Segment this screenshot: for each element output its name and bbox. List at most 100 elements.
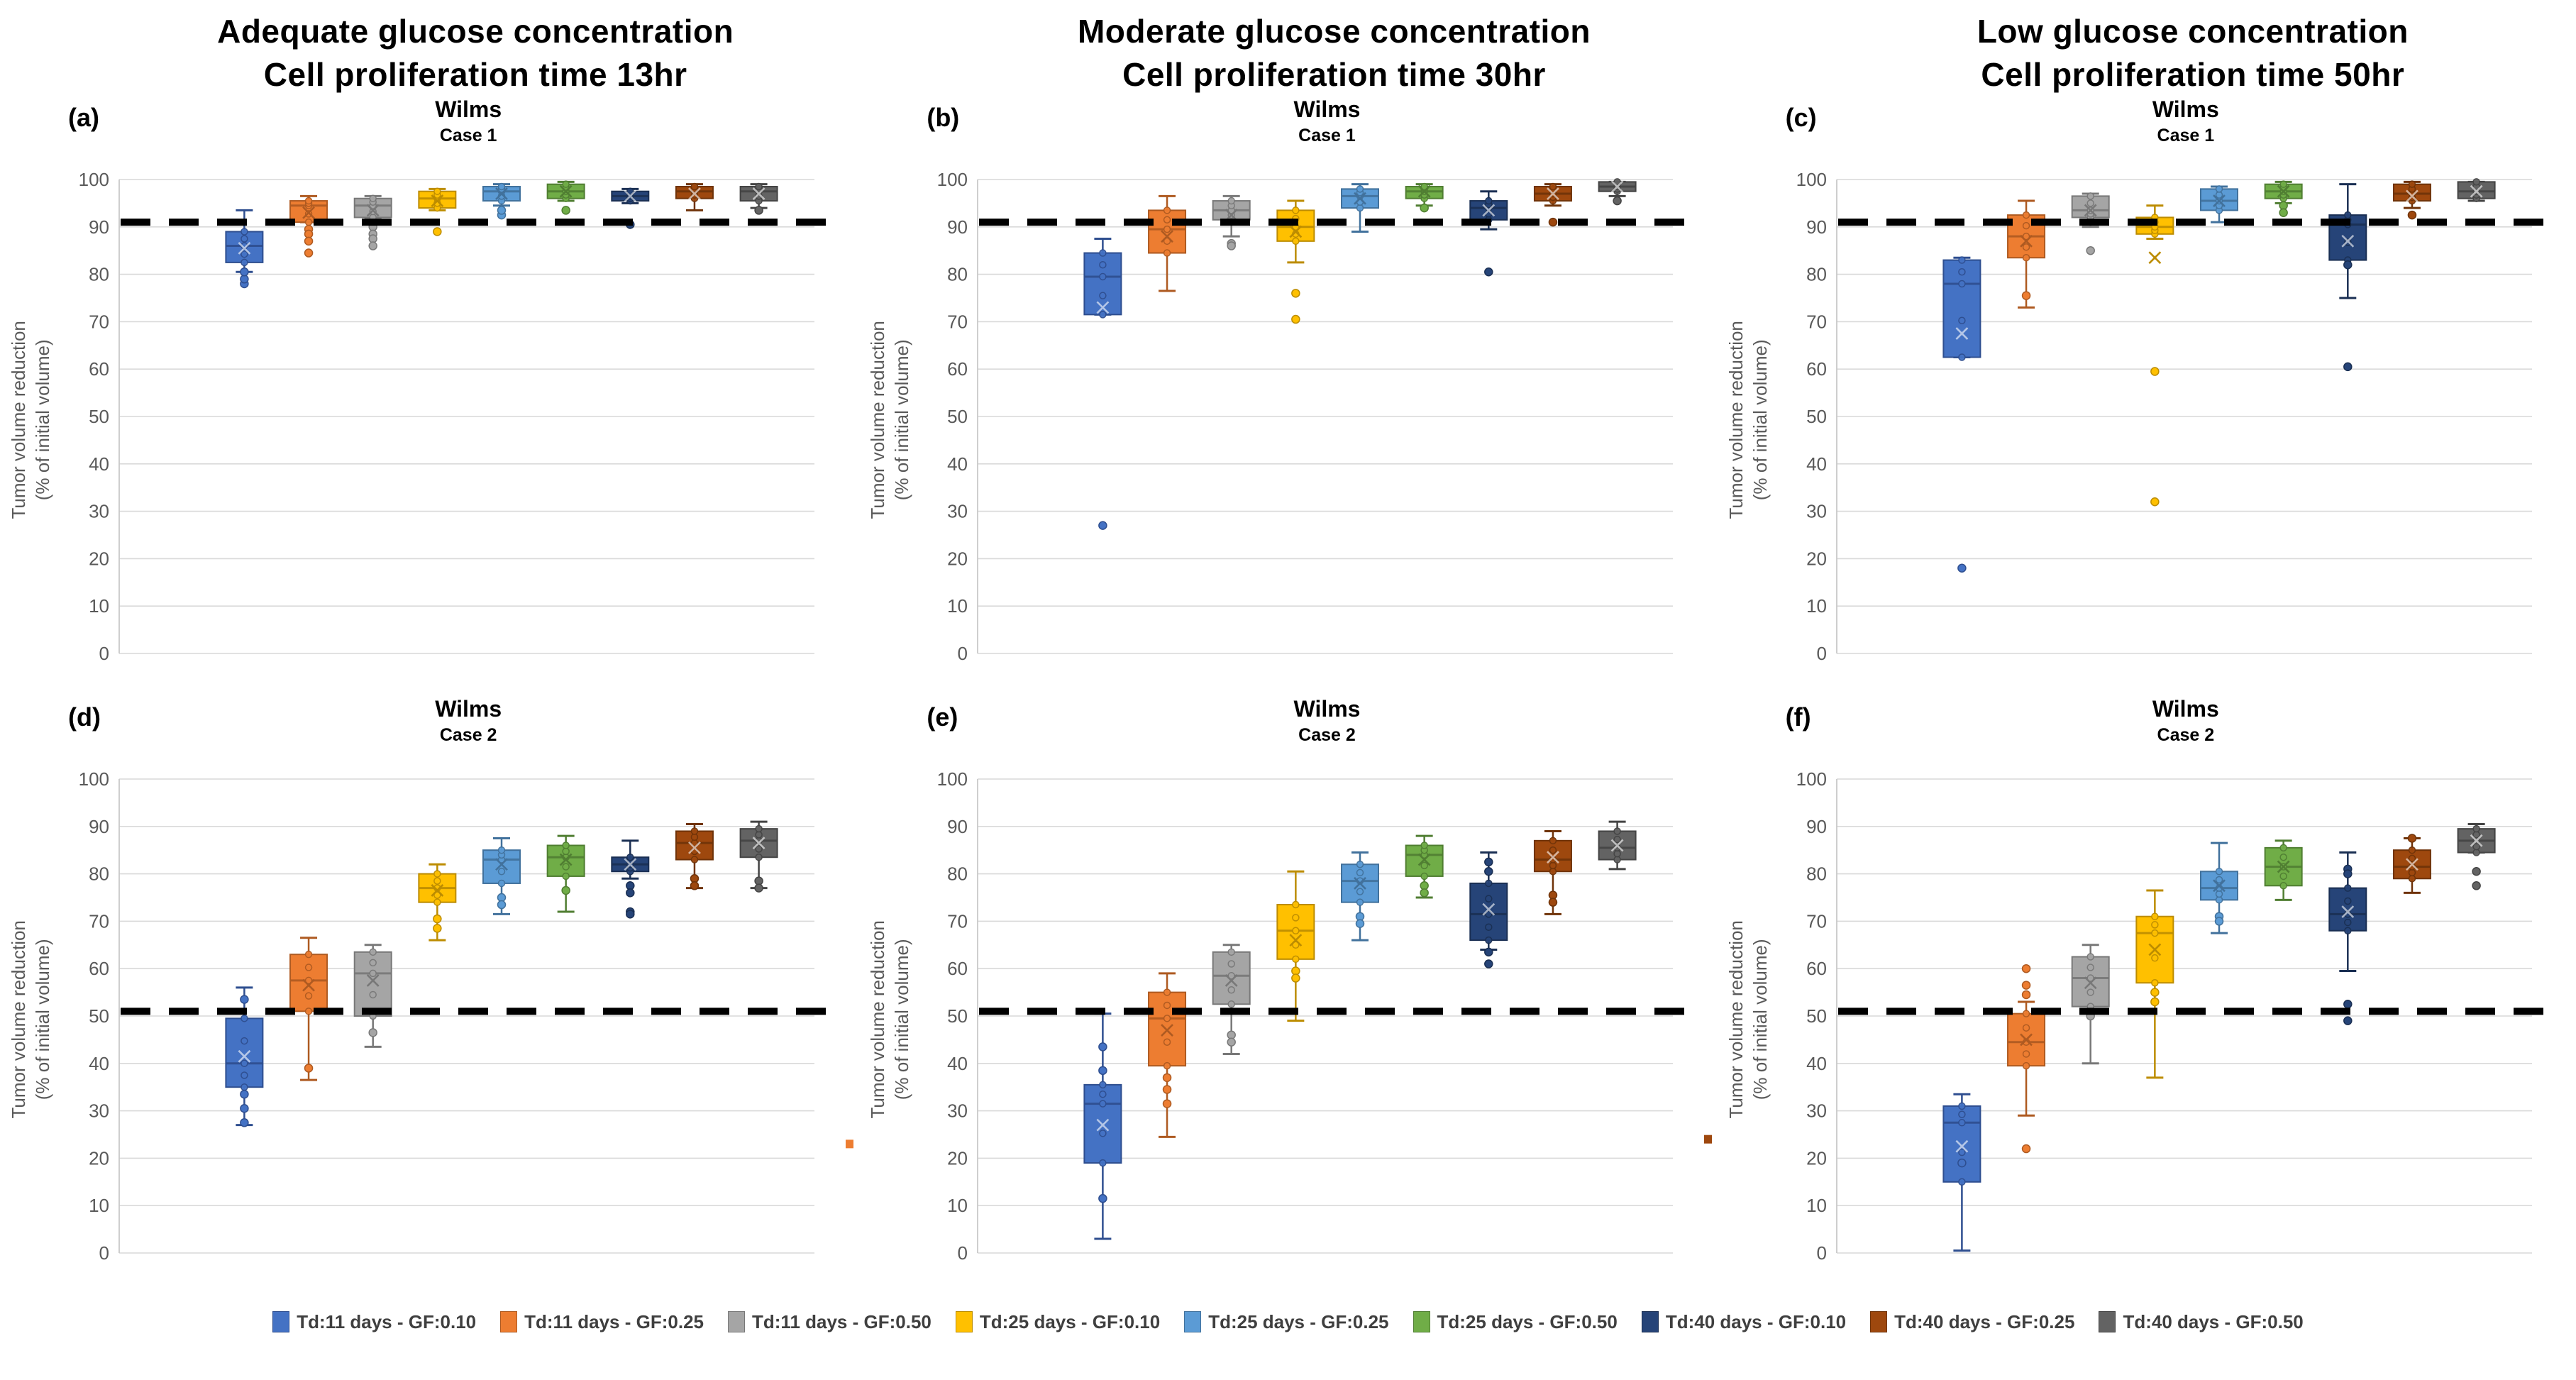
svg-text:30: 30 — [1806, 1100, 1827, 1122]
box-series-td-11-days-gf-0-50 — [2071, 944, 2110, 1065]
svg-text:80: 80 — [89, 264, 109, 285]
svg-text:0: 0 — [99, 643, 109, 664]
column-header-line1: Low glucose concentration — [1977, 13, 2409, 50]
y-axis-title-line2: (% of initial volume) — [890, 339, 912, 500]
legend-item-td25-gf010: Td:25 days - GF:0.10 — [955, 1311, 1160, 1333]
svg-text:100: 100 — [1796, 768, 1826, 790]
boxplot-chart-a: 0 10 20 30 40 50 60 70 80 90 100 — [79, 169, 837, 664]
legend-item-td11-gf025: Td:11 days - GF:0.25 — [500, 1311, 704, 1333]
svg-text:60: 60 — [947, 359, 968, 380]
svg-text:10: 10 — [947, 596, 968, 617]
svg-text:70: 70 — [89, 311, 109, 333]
svg-text:40: 40 — [947, 1053, 968, 1074]
box-series-td-11-days-gf-0-10 — [1942, 1093, 1981, 1252]
svg-text:40: 40 — [947, 453, 968, 475]
svg-text:90: 90 — [89, 816, 109, 837]
panel-f: (f) Wilms Case 2 Tumor volume reduction … — [1718, 695, 2576, 1295]
box-series-td-40-days-gf-0-50 — [739, 183, 778, 216]
svg-text:10: 10 — [89, 596, 109, 617]
legend-item-td40-gf010: Td:40 days - GF:0.10 — [1641, 1311, 1846, 1333]
box-series-td-25-days-gf-0-25 — [1341, 851, 1380, 942]
y-axis-title-line2: (% of initial volume) — [32, 339, 53, 500]
svg-text:50: 50 — [947, 1005, 968, 1027]
svg-text:20: 20 — [89, 1148, 109, 1169]
svg-text:10: 10 — [1806, 1196, 1827, 1217]
boxplot-chart-b: 0 10 20 30 40 50 60 70 80 90 100 — [937, 169, 1696, 664]
box-series-td-11-days-gf-0-25 — [2006, 964, 2045, 1154]
svg-text:70: 70 — [947, 311, 968, 333]
box-series-td-11-days-gf-0-25 — [1148, 972, 1187, 1139]
svg-text:100: 100 — [79, 768, 109, 790]
chart-subtitle: Case 1 — [439, 125, 497, 145]
y-axis-title-line1: Tumor volume reduction — [8, 920, 30, 1119]
panel-b: (b) Wilms Case 1 Tumor volume reduction … — [858, 96, 1717, 695]
box-series-td-40-days-gf-0-10 — [1469, 851, 1508, 969]
svg-text:10: 10 — [947, 1196, 968, 1217]
chart-title: Wilms — [2152, 96, 2219, 123]
column-header-moderate: Moderate glucose concentration Cell prol… — [858, 10, 1717, 96]
panel-d: (d) Wilms Case 2 Tumor volume reduction … — [0, 695, 858, 1295]
box-series-td-11-days-gf-0-50 — [2071, 192, 2110, 255]
box-series-td-11-days-gf-0-10 — [225, 986, 264, 1127]
y-axis-title-line1: Tumor volume reduction — [1725, 920, 1747, 1119]
legend-swatch-icon — [1641, 1311, 1659, 1333]
panel-a: (a) Wilms Case 1 Tumor volume reduction … — [0, 96, 858, 695]
stray-outlier-marker — [1704, 1135, 1713, 1144]
box-series-td-11-days-gf-0-10 — [1942, 256, 1981, 573]
box-series-td-25-days-gf-0-10 — [2135, 889, 2174, 1079]
chart-subtitle: Case 1 — [1298, 125, 1356, 145]
y-axis-title: Tumor volume reduction (% of initial vol… — [0, 766, 62, 1271]
y-axis-title-line1: Tumor volume reduction — [8, 320, 30, 519]
box-series-td-25-days-gf-0-25 — [1341, 183, 1380, 233]
legend-swatch-icon — [2099, 1311, 2116, 1333]
panel-label-a: (a) — [68, 103, 99, 133]
svg-text:20: 20 — [1806, 1148, 1827, 1169]
column-header-line1: Moderate glucose concentration — [1077, 13, 1591, 50]
svg-text:30: 30 — [947, 501, 968, 522]
legend-swatch-icon — [1870, 1311, 1888, 1333]
svg-text:50: 50 — [1806, 406, 1827, 427]
svg-text:70: 70 — [947, 911, 968, 932]
box-series-td-25-days-gf-0-50 — [1405, 183, 1444, 213]
box-series-td-25-days-gf-0-50 — [2264, 839, 2303, 902]
svg-text:100: 100 — [79, 169, 109, 190]
svg-text:60: 60 — [947, 959, 968, 980]
svg-text:0: 0 — [958, 643, 968, 664]
box-series-td-25-days-gf-0-10 — [2135, 204, 2174, 507]
stray-outlier-marker — [846, 1139, 853, 1149]
y-axis-title: Tumor volume reduction (% of initial vol… — [858, 167, 921, 672]
legend-item-td40-gf025: Td:40 days - GF:0.25 — [1870, 1311, 2074, 1333]
box-series-td-40-days-gf-0-10 — [2328, 851, 2367, 1026]
boxplot-chart-c: 0 10 20 30 40 50 60 70 80 90 100 — [1796, 169, 2555, 664]
legend-swatch-icon — [500, 1311, 518, 1333]
svg-text:80: 80 — [1806, 264, 1827, 285]
box-series-td-40-days-gf-0-50 — [2457, 823, 2496, 890]
svg-text:30: 30 — [1806, 501, 1827, 522]
svg-text:20: 20 — [1806, 548, 1827, 570]
legend-swatch-icon — [272, 1311, 290, 1333]
svg-text:60: 60 — [1806, 359, 1827, 380]
svg-text:80: 80 — [1806, 863, 1827, 885]
svg-text:40: 40 — [89, 453, 109, 475]
chart-title: Wilms — [435, 96, 502, 123]
svg-text:60: 60 — [89, 359, 109, 380]
svg-text:50: 50 — [89, 1005, 109, 1027]
svg-text:30: 30 — [947, 1100, 968, 1122]
svg-text:80: 80 — [947, 863, 968, 885]
box-series-td-25-days-gf-0-10 — [1276, 871, 1315, 1022]
box-series-td-11-days-gf-0-25 — [2006, 199, 2045, 309]
chart-title: Wilms — [435, 696, 502, 722]
legend-item-td25-gf050: Td:25 days - GF:0.50 — [1413, 1311, 1618, 1333]
box-series-td-25-days-gf-0-25 — [482, 183, 521, 220]
y-axis-title: Tumor volume reduction (% of initial vol… — [1718, 766, 1780, 1271]
svg-text:90: 90 — [947, 816, 968, 837]
svg-text:0: 0 — [99, 1242, 109, 1264]
box-series-td-11-days-gf-0-25 — [289, 937, 328, 1082]
chart-legend: Td:11 days - GF:0.10 Td:11 days - GF:0.2… — [0, 1301, 2576, 1343]
y-axis-title-line1: Tumor volume reduction — [866, 320, 888, 519]
svg-text:20: 20 — [89, 548, 109, 570]
svg-text:20: 20 — [947, 1148, 968, 1169]
y-axis-title-line1: Tumor volume reduction — [866, 920, 888, 1119]
box-series-td-40-days-gf-0-25 — [2392, 834, 2431, 895]
